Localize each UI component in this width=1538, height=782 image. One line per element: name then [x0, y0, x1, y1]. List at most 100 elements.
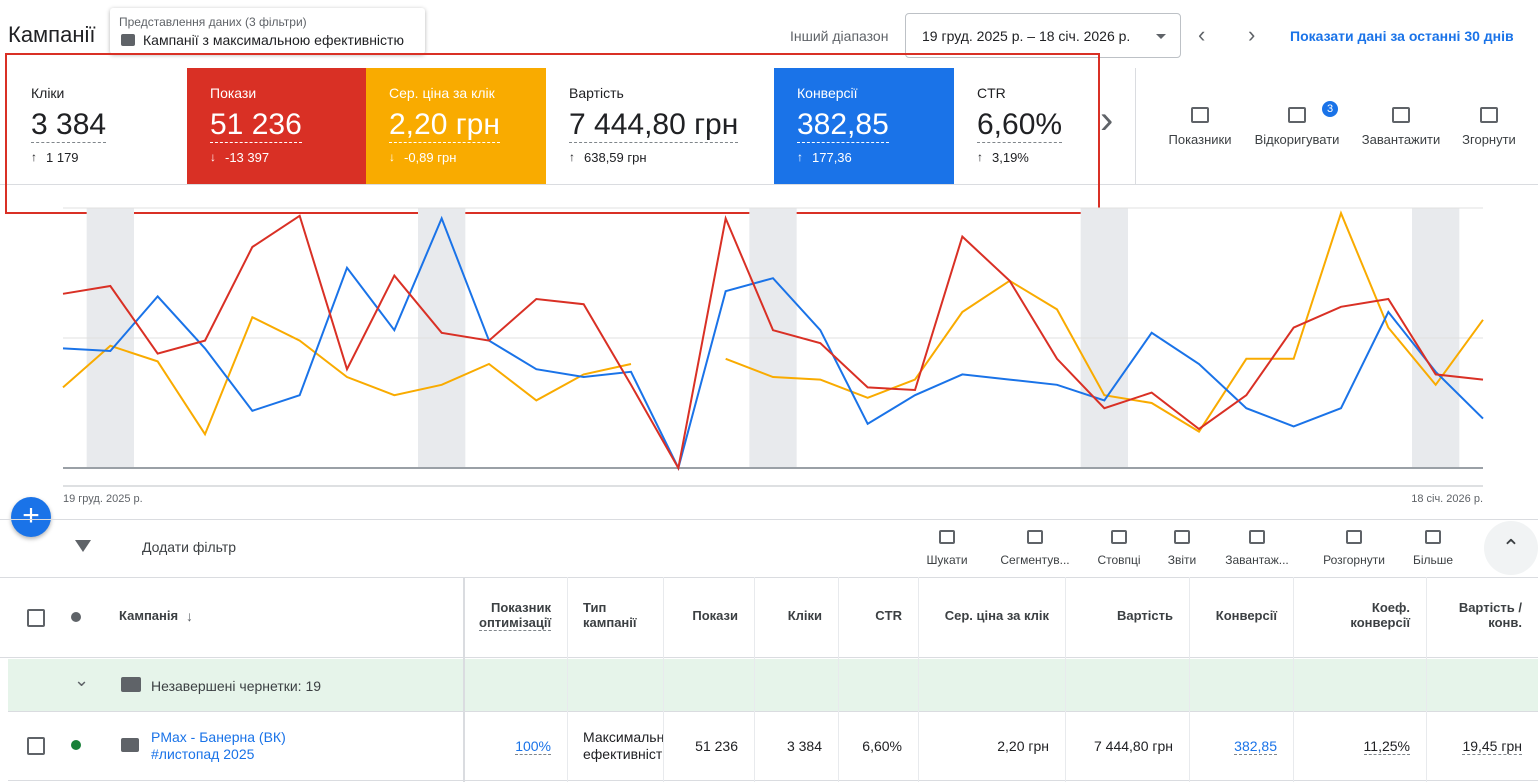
- column-header[interactable]: Кліки: [787, 608, 822, 623]
- tool-icon: [1191, 107, 1209, 123]
- metric-value: 382,85: [797, 108, 889, 143]
- filter-icon[interactable]: [75, 540, 91, 560]
- column-header[interactable]: Вартість: [1117, 608, 1173, 623]
- metrics-highlight: [5, 53, 1100, 214]
- delta-arrow: ↑: [977, 150, 983, 164]
- column-divider: [1065, 577, 1066, 782]
- last30-link[interactable]: Показати дані за останні 30 днів: [1290, 28, 1514, 44]
- tool-label[interactable]: Сегментув...: [1000, 553, 1070, 567]
- collapse-button[interactable]: ⌃: [1484, 521, 1538, 575]
- tool-label[interactable]: Згорнути: [1462, 132, 1516, 147]
- view-label: Представлення даних (3 фільтри): [119, 15, 307, 29]
- draft-row: [8, 659, 1538, 712]
- column-divider: [1293, 577, 1294, 782]
- cell-text: 7 444,80 грн: [1093, 738, 1173, 754]
- cell-text: 2,20 грн: [997, 738, 1049, 754]
- metric-label: Конверсії: [797, 85, 858, 101]
- series-line: [62, 215, 1484, 471]
- tool-label[interactable]: Завантажити: [1361, 132, 1441, 147]
- delta-arrow: ↓: [389, 150, 395, 164]
- date-select[interactable]: 19 груд. 2025 р. – 18 січ. 2026 р.: [905, 13, 1181, 58]
- column-header[interactable]: Конверсії: [1215, 608, 1277, 623]
- metric-card[interactable]: Вартість 7 444,80 грн ↑ 638,59 грн: [546, 68, 774, 184]
- series-line: [62, 315, 632, 437]
- tool-icon: [1027, 530, 1043, 544]
- metric-card[interactable]: Кліки 3 384 ↑ 1 179: [8, 68, 187, 184]
- chart: 19 груд. 2025 р. 18 січ. 2026 р.: [62, 207, 1484, 505]
- cell-text[interactable]: PMax - Банерна (ВК) #листопад 2025: [151, 729, 286, 762]
- tool-label[interactable]: Відкоригувати: [1254, 132, 1340, 147]
- expand-icon[interactable]: ⌄: [74, 670, 90, 690]
- table-cell[interactable]: 382,85: [1205, 738, 1277, 778]
- cell-text: 11,25%: [1363, 738, 1410, 755]
- folder-icon: [121, 677, 141, 692]
- tool-icon: [939, 530, 955, 544]
- metric-card[interactable]: CTR 6,60% ↑ 3,19%: [954, 68, 1098, 184]
- table-cell[interactable]: PMax - Банерна (ВК) #листопад 2025: [151, 729, 351, 769]
- cell-text: 3 384: [786, 738, 822, 754]
- delta-arrow: ↓: [210, 150, 216, 164]
- tool-icon: [1346, 530, 1362, 544]
- checkbox[interactable]: [27, 737, 45, 755]
- metric-value: 51 236: [210, 108, 302, 143]
- checkbox[interactable]: [27, 609, 45, 627]
- metric-card[interactable]: Конверсії 382,85 ↑ 177,36: [774, 68, 954, 184]
- table-row: [8, 712, 1538, 781]
- cell-text: 6,60%: [862, 738, 902, 754]
- prev-button[interactable]: ‹: [1198, 22, 1206, 47]
- tool-label[interactable]: Показники: [1168, 132, 1232, 147]
- table-cell: 2,20 грн: [934, 738, 1049, 778]
- tool-icon: [1111, 530, 1127, 544]
- metric-card[interactable]: Сер. ціна за клік 2,20 грн ↓ -0,89 грн: [366, 68, 546, 184]
- metric-delta: 1 179: [46, 150, 79, 165]
- sort-arrow[interactable]: ↓: [186, 608, 193, 624]
- tool-label[interactable]: Звіти: [1167, 553, 1197, 567]
- cell-text[interactable]: 382,85: [1234, 738, 1277, 755]
- metric-label: Вартість: [569, 85, 624, 101]
- sticky-divider: [463, 577, 465, 782]
- metric-delta: -13 397: [225, 150, 270, 165]
- metric-delta: 3,19%: [992, 150, 1029, 165]
- table-cell: 3 384: [770, 738, 822, 778]
- add-filter[interactable]: Додати фільтр: [142, 539, 237, 555]
- filter-bar: [0, 519, 1538, 578]
- column-divider: [1426, 577, 1427, 782]
- view-name: Кампанії з максимальною ефективністю: [143, 32, 404, 48]
- tool-label[interactable]: Більше: [1412, 553, 1454, 567]
- tool-label[interactable]: Завантаж...: [1225, 553, 1289, 567]
- divider: [1135, 68, 1136, 184]
- add-button[interactable]: +: [11, 497, 51, 537]
- column-header[interactable]: Покази: [692, 608, 738, 623]
- tool-icon: [1480, 107, 1498, 123]
- tools-badge: 3: [1322, 101, 1338, 117]
- column-header[interactable]: Тип кампанії: [583, 600, 637, 630]
- more-metrics[interactable]: ›: [1100, 98, 1114, 142]
- tool-label[interactable]: Розгорнути: [1323, 553, 1385, 567]
- status-dot: [71, 612, 81, 622]
- status-dot: [71, 740, 81, 750]
- view-selector[interactable]: Представлення даних (3 фільтри) Кампанії …: [110, 8, 425, 54]
- tool-label[interactable]: Шукати: [926, 553, 968, 567]
- metric-label: Покази: [210, 85, 257, 101]
- column-header[interactable]: CTR: [875, 608, 902, 623]
- cell-text[interactable]: 100%: [515, 738, 551, 755]
- column-header[interactable]: Сер. ціна за клік: [944, 608, 1049, 623]
- column-header[interactable]: Показник оптимізації: [479, 600, 552, 631]
- tool-label[interactable]: Стовпці: [1097, 553, 1141, 567]
- series-line: [62, 214, 1484, 471]
- metric-delta: -0,89 грн: [404, 150, 457, 165]
- tool-icon: [1392, 107, 1410, 123]
- tool-icon: [1288, 107, 1306, 123]
- column-divider: [918, 577, 919, 782]
- column-header[interactable]: Коеф. конверсії: [1350, 600, 1410, 630]
- table-cell: 51 236: [679, 738, 738, 778]
- delta-arrow: ↑: [797, 150, 803, 164]
- metric-card[interactable]: Покази 51 236 ↓ -13 397: [187, 68, 366, 184]
- next-button[interactable]: ›: [1248, 22, 1256, 47]
- cell-text: 51 236: [695, 738, 738, 754]
- table-cell[interactable]: 100%: [479, 738, 551, 778]
- column-header[interactable]: Кампанія: [119, 608, 179, 623]
- table-cell: 11,25%: [1309, 738, 1410, 778]
- column-header[interactable]: Вартість / конв.: [1458, 600, 1522, 630]
- table-cell: 19,45 грн: [1442, 738, 1522, 778]
